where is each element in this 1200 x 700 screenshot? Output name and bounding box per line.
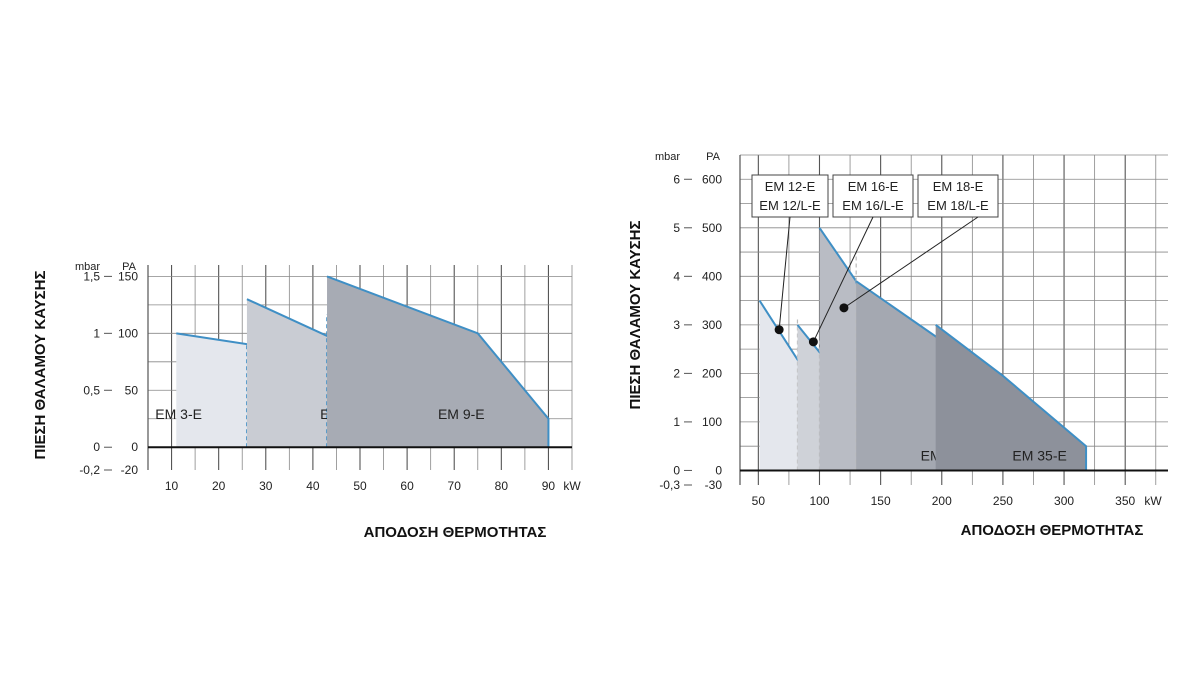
y-tick-label-mbar: 5	[673, 221, 680, 235]
x-axis-title: ΑΠΟΔΟΣΗ ΘΕΡΜΟΤΗΤΑΣ	[961, 522, 1144, 539]
series-label: EM 35-E	[1012, 448, 1066, 464]
legend-marker-dot	[808, 337, 818, 347]
series-boundary-line	[935, 324, 1088, 471]
y-tick-label-pa: 500	[702, 221, 722, 235]
y-tick-label-pa: 300	[702, 318, 722, 332]
y-unit-pa: PA	[706, 151, 721, 163]
y-tick-label-pa: 0	[131, 440, 138, 454]
y-tick-label-pa: -20	[121, 463, 139, 477]
y-tick-label-pa: 100	[118, 326, 138, 340]
legend-line-1: EM 16-E	[848, 179, 899, 194]
legend-line-2: EM 12/L-E	[759, 198, 821, 213]
legend-marker-dot	[774, 325, 784, 335]
y-tick-label-pa: 200	[702, 366, 722, 380]
y-tick-label-mbar: 0,5	[83, 383, 100, 397]
area-series-3	[327, 276, 549, 448]
y-tick-label-pa: 150	[118, 269, 138, 283]
x-tick-label: 80	[495, 479, 509, 493]
x-tick-label: 90	[542, 479, 556, 493]
x-unit-label: kW	[1144, 494, 1162, 508]
x-tick-label: 30	[259, 479, 273, 493]
x-tick-label: 40	[306, 479, 320, 493]
series-boundary-line	[326, 275, 550, 448]
y-unit-pa: PA	[122, 261, 137, 273]
y-axis-title: ΠΙΕΣΗ ΘΑΛΑΜΟΥ ΚΑΥΣΗΣ	[32, 270, 49, 459]
legend-line-1: EM 18-E	[933, 179, 984, 194]
y-tick-label-mbar: 6	[673, 172, 680, 186]
legend-box	[751, 174, 829, 218]
x-tick-label: 50	[752, 494, 766, 508]
legend-box	[832, 174, 914, 218]
legend-marker-dot	[839, 303, 849, 313]
legend-box	[917, 174, 999, 218]
y-tick-label-mbar: 1	[93, 326, 100, 340]
y-tick-label-mbar: 0	[93, 440, 100, 454]
legend-line-2: EM 16/L-E	[842, 198, 904, 213]
y-tick-label-pa: 100	[702, 415, 722, 429]
y-tick-label-pa: 50	[125, 383, 139, 397]
x-unit-label: kW	[563, 479, 581, 493]
y-tick-label-mbar: 2	[673, 366, 680, 380]
y-tick-label-mbar: 1	[673, 415, 680, 429]
series-label: EM 3-E	[155, 406, 202, 422]
legend-line-1: EM 12-E	[765, 179, 816, 194]
y-tick-label-pa: 600	[702, 172, 722, 186]
y-tick-label-mbar: 4	[673, 269, 680, 283]
legend-leader-line	[778, 216, 791, 330]
y-tick-label-mbar: -0,3	[659, 478, 680, 492]
x-tick-label: 200	[932, 494, 952, 508]
y-tick-label-mbar: 0	[673, 463, 680, 477]
x-tick-label: 50	[353, 479, 367, 493]
legend-leader-line	[812, 216, 874, 343]
x-tick-label: 250	[993, 494, 1013, 508]
x-tick-label: 300	[1054, 494, 1074, 508]
legend-leader-line	[843, 216, 979, 309]
x-tick-label: 100	[809, 494, 829, 508]
x-tick-label: 10	[165, 479, 179, 493]
x-tick-label: 70	[448, 479, 462, 493]
y-tick-label-pa: -30	[705, 478, 723, 492]
series-label: EM 9-E	[438, 406, 485, 422]
x-tick-label: 20	[212, 479, 226, 493]
y-tick-label-pa: 0	[715, 463, 722, 477]
y-tick-label-mbar: 1,5	[83, 269, 100, 283]
y-unit-mbar: mbar	[75, 261, 100, 273]
y-unit-mbar: mbar	[655, 151, 680, 163]
x-tick-label: 350	[1115, 494, 1135, 508]
x-axis-title: ΑΠΟΔΟΣΗ ΘΕΡΜΟΤΗΤΑΣ	[364, 524, 547, 541]
legend-line-2: EM 18/L-E	[927, 198, 989, 213]
y-tick-label-mbar: -0,2	[79, 463, 100, 477]
y-axis-title: ΠΙΕΣΗ ΘΑΛΑΜΟΥ ΚΑΥΣΗΣ	[627, 220, 644, 409]
y-tick-label-mbar: 3	[673, 318, 680, 332]
y-tick-label-pa: 400	[702, 269, 722, 283]
area-series-5	[935, 324, 1087, 471]
x-tick-label: 60	[400, 479, 414, 493]
x-tick-label: 150	[871, 494, 891, 508]
